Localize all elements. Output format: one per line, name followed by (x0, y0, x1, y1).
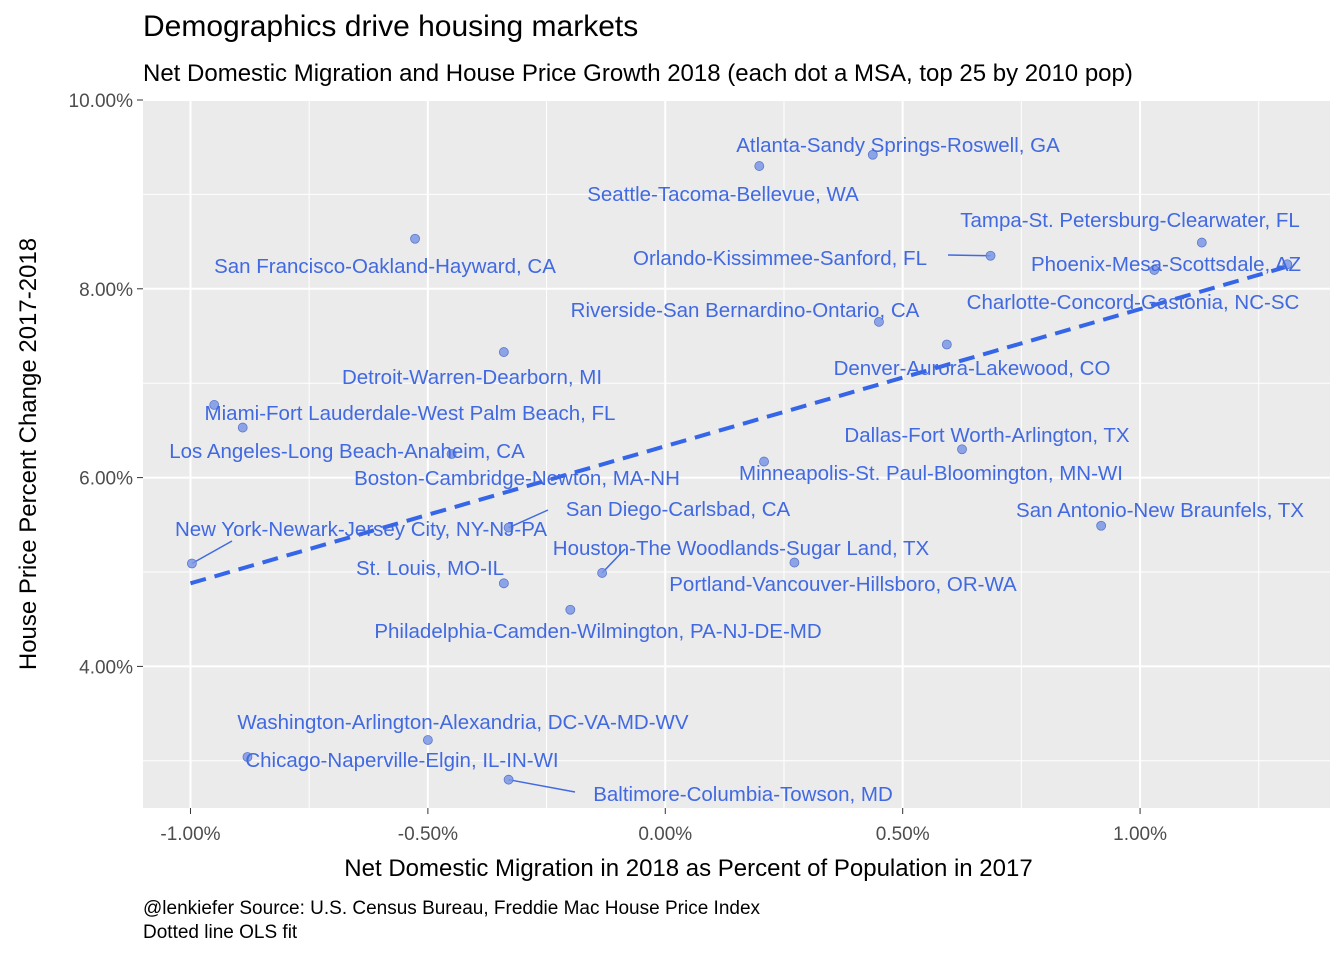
point-label: Atlanta-Sandy Springs-Roswell, GA (736, 134, 1060, 157)
y-tick-label: 8.00% (79, 280, 133, 301)
chart-caption: @lenkiefer Source: U.S. Census Bureau, F… (143, 897, 760, 945)
point-label: Detroit-Warren-Dearborn, MI (342, 366, 602, 389)
point-label: Portland-Vancouver-Hillsboro, OR-WA (669, 573, 1017, 596)
data-point (1096, 520, 1107, 531)
data-point (789, 557, 800, 568)
data-point (941, 339, 952, 350)
point-label: New York-Newark-Jersey City, NY-NJ-PA (175, 518, 547, 541)
point-label: Denver-Aurora-Lakewood, CO (834, 357, 1111, 380)
x-tick-label: -1.00% (160, 824, 220, 845)
x-tick-label: 0.00% (638, 824, 692, 845)
data-point (422, 735, 433, 745)
point-label: Minneapolis-St. Paul-Bloomington, MN-WI (739, 462, 1123, 485)
data-point (498, 578, 509, 589)
point-label: Philadelphia-Camden-Wilmington, PA-NJ-DE… (374, 620, 821, 643)
data-point (503, 522, 514, 533)
point-label: Tampa-St. Petersburg-Clearwater, FL (960, 209, 1300, 232)
point-label: Orlando-Kissimmee-Sanford, FL (633, 247, 927, 270)
caption-note: Dotted line OLS fit (143, 922, 298, 943)
x-axis-title: Net Domestic Migration in 2018 as Percen… (344, 855, 1032, 882)
data-point (498, 347, 509, 357)
chart-title: Demographics drive housing markets (143, 10, 639, 43)
data-point (242, 752, 253, 762)
point-label: Washington-Arlington-Alexandria, DC-VA-M… (237, 711, 688, 734)
data-point (1149, 265, 1160, 275)
x-axis: -1.00% -0.50% 0.00% 0.50% 1.00% (160, 808, 1167, 845)
ols-fit-line (189, 263, 1293, 586)
data-point (754, 161, 765, 171)
point-label: Houston-The Woodlands-Sugar Land, TX (553, 537, 930, 560)
data-point (759, 456, 769, 467)
y-tick-label: 4.00% (79, 657, 133, 678)
data-point (503, 774, 514, 785)
major-gridlines (143, 99, 1330, 808)
x-tick-label: -0.50% (398, 824, 458, 845)
caption-source: @lenkiefer Source: U.S. Census Bureau, F… (143, 898, 761, 919)
point-label: Boston-Cambridge-Newton, MA-NH (354, 467, 680, 490)
data-point (867, 149, 878, 160)
x-tick-label: 0.50% (876, 824, 930, 845)
data-point (410, 233, 420, 244)
leader-line (508, 778, 576, 793)
leader-line (947, 254, 991, 257)
point-label: Miami-Fort Lauderdale-West Palm Beach, F… (205, 402, 616, 425)
point-label: Dallas-Fort Worth-Arlington, TX (844, 424, 1130, 447)
data-points (187, 149, 1293, 785)
data-point (985, 250, 996, 261)
data-point (446, 449, 457, 459)
point-label: Phoenix-Mesa-Scottsdale, AZ (1031, 253, 1301, 276)
data-point (209, 400, 220, 410)
ols-fit-layer (189, 263, 1293, 586)
data-point (237, 422, 248, 433)
point-label: Riverside-San Bernardino-Ontario, CA (571, 299, 920, 322)
y-tick-label: 10.00% (69, 91, 134, 112)
y-axis-title: House Price Percent Change 2017-2018 (15, 238, 42, 670)
plot-panel (143, 100, 1330, 808)
point-label: San Francisco-Oakland-Hayward, CA (214, 255, 556, 278)
point-label: Los Angeles-Long Beach-Anaheim, CA (169, 440, 525, 463)
point-label: San Diego-Carlsbad, CA (566, 498, 791, 521)
data-point (1196, 237, 1207, 248)
leader-line (601, 548, 626, 574)
point-label: San Antonio-New Braunfels, TX (1016, 499, 1304, 522)
y-axis: 4.00% 6.00% 8.00% 10.00% (69, 91, 143, 678)
point-label: Baltimore-Columbia-Towson, MD (593, 783, 893, 806)
label-leader-lines (191, 254, 991, 793)
leader-line (191, 540, 233, 565)
data-point (957, 444, 967, 455)
data-point (597, 568, 608, 578)
chart-subtitle: Net Domestic Migration and House Price G… (143, 60, 1133, 87)
data-point (565, 604, 576, 615)
leader-line (508, 509, 549, 529)
point-labels: Atlanta-Sandy Springs-Roswell, GA Seattle… (169, 134, 1304, 806)
y-tick-label: 6.00% (79, 469, 133, 490)
point-label: Charlotte-Concord-Gastonia, NC-SC (967, 291, 1300, 314)
point-label: Seattle-Tacoma-Bellevue, WA (587, 183, 859, 206)
point-label: St. Louis, MO-IL (356, 557, 504, 580)
minor-gridlines (143, 100, 1330, 808)
point-label: Chicago-Naperville-Elgin, IL-IN-WI (245, 749, 558, 772)
data-point (1282, 259, 1293, 270)
x-tick-label: 1.00% (1113, 824, 1167, 845)
data-point (187, 558, 197, 569)
data-point (874, 316, 884, 327)
